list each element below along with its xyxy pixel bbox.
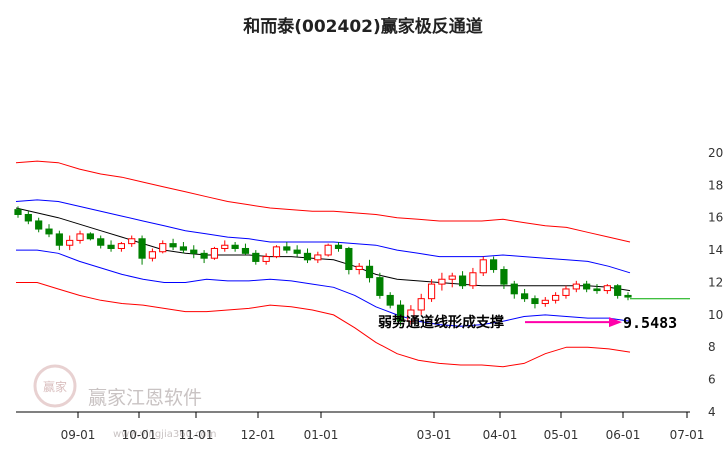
x-tick-label: 10-01 (122, 428, 157, 442)
annotation-arrow-head-icon (609, 317, 622, 328)
candlesticks (14, 206, 632, 327)
x-tick-label: 09-01 (61, 428, 96, 442)
watermark-text: 赢家江恩软件 (88, 387, 202, 409)
y-tick-label: 12 (708, 275, 723, 289)
candle-body (324, 244, 332, 256)
x-tick-label: 06-01 (606, 428, 641, 442)
candle-body (138, 238, 146, 259)
candle-body (262, 256, 270, 262)
x-tick-label: 01-01 (304, 428, 339, 442)
band-inner-upper (15, 199, 631, 274)
x-tick-label: 07-01 (670, 428, 705, 442)
candle-body (438, 278, 446, 285)
candle-body (396, 304, 405, 322)
candle-body (97, 238, 105, 246)
x-tick-label: 12-01 (241, 428, 276, 442)
support-annotation: 弱势通道线形成支撑 9.5483 (378, 314, 677, 332)
candle-body (76, 233, 84, 241)
band-outer-upper (15, 160, 631, 243)
candle-body (541, 299, 549, 305)
candle-body (489, 259, 498, 271)
candle-body (448, 275, 456, 280)
candle-body (210, 247, 219, 259)
candle-body (283, 246, 291, 251)
x-tick-label: 03-01 (417, 428, 452, 442)
candle-body (117, 243, 125, 249)
candle-body (179, 246, 188, 251)
y-tick-label: 18 (708, 178, 723, 192)
x-tick-label: 05-01 (544, 428, 579, 442)
candle-body (128, 238, 136, 245)
candle-body (45, 228, 53, 235)
candle-body (386, 294, 394, 306)
candle-body (231, 244, 239, 249)
candle-body (24, 213, 32, 222)
candle-body (479, 259, 487, 274)
chart-title: 和而泰(002402)赢家极反通道 (243, 17, 483, 37)
watermark-sub-text: www.yingjia360.com (113, 429, 217, 440)
y-tick-label: 6 (708, 373, 716, 387)
candle-body (159, 243, 167, 253)
candle-body (562, 288, 570, 296)
y-tick-label: 8 (708, 340, 716, 354)
x-tick-label: 04-01 (483, 428, 518, 442)
candle-body (314, 254, 322, 261)
candle-body (583, 283, 591, 290)
band-middle (15, 207, 631, 292)
candle-body (345, 247, 353, 271)
candle-body (531, 298, 539, 305)
candle-body (603, 285, 611, 292)
candle-body (417, 298, 425, 311)
candle-body (376, 277, 384, 296)
candle-body (190, 249, 198, 254)
band-inner-lower (16, 249, 631, 327)
annotation-label: 弱势通道线形成支撑 (378, 314, 504, 331)
candle-body (572, 283, 580, 290)
candle-body (148, 251, 157, 259)
watermark-logo-icon (33, 364, 77, 408)
y-tick-label: 14 (708, 243, 723, 257)
candle-body (303, 252, 312, 261)
candle-body (407, 309, 415, 322)
channel-bands (15, 160, 690, 368)
candle-body (458, 275, 467, 287)
candle-body (624, 294, 632, 298)
y-axis: 4 6 8 10 12 14 16 18 20 (708, 146, 723, 419)
candle-body (469, 272, 477, 287)
candle-body (521, 293, 529, 300)
watermark-logo-text: 赢家 (43, 379, 67, 394)
candle-body (510, 283, 518, 295)
candle-body (500, 269, 508, 285)
candle-body (55, 233, 63, 246)
candle-body (35, 220, 43, 230)
candle-body (272, 246, 281, 258)
candle-body (66, 239, 74, 246)
annotation-value: 9.5483 (623, 314, 677, 332)
candle-body (241, 247, 250, 254)
candle-body (593, 288, 601, 292)
candle-body (221, 244, 229, 249)
candle-body (355, 265, 363, 271)
watermark: 赢家赢家江恩软件 www.yingjia360.com (33, 364, 217, 440)
candle-body (614, 285, 622, 296)
candle-body (365, 265, 374, 279)
x-tick-label: 11-01 (179, 428, 214, 442)
candle-body (293, 249, 301, 254)
candle-body (552, 294, 560, 301)
x-axis: 09-01 10-01 11-01 12-01 01-01 03-01 04-01 05-01… (16, 411, 705, 442)
y-tick-label: 20 (708, 146, 723, 160)
candle-body (427, 283, 436, 300)
y-tick-label: 4 (708, 405, 716, 419)
candle-body (107, 244, 115, 249)
y-tick-label: 16 (708, 211, 723, 225)
band-outer-lower (16, 282, 631, 368)
candle-body (334, 244, 343, 249)
candle-body (169, 243, 177, 248)
candle-body (200, 252, 208, 259)
candle-body (252, 252, 260, 262)
candle-body (86, 233, 94, 240)
candle-body (14, 209, 22, 215)
y-tick-label: 10 (708, 308, 723, 322)
